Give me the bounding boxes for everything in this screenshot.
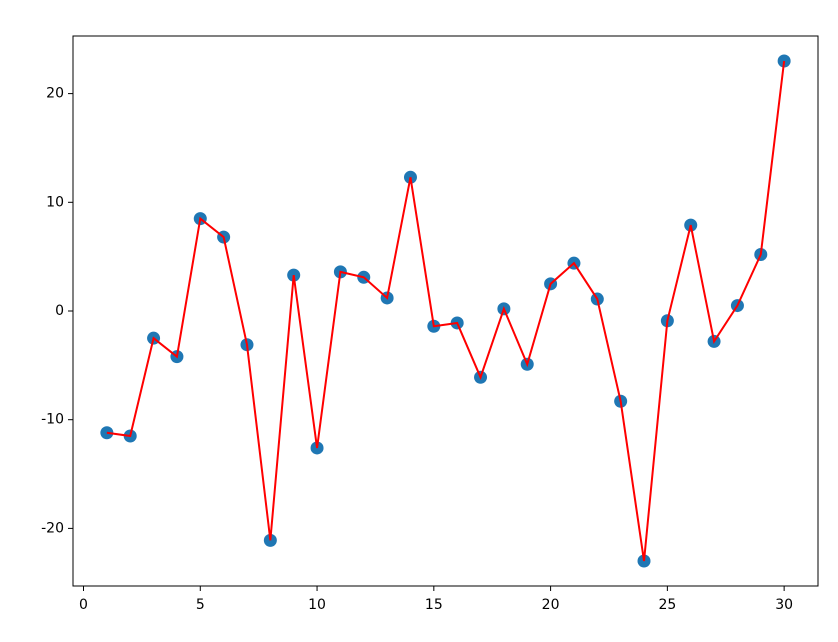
- x-tick-label: 30: [775, 597, 793, 613]
- x-tick-label: 0: [79, 597, 88, 613]
- x-tick-label: 15: [425, 597, 443, 613]
- y-tick-label: 10: [46, 194, 64, 210]
- x-tick-label: 25: [658, 597, 676, 613]
- y-tick-label: -10: [41, 412, 64, 428]
- x-tick-label: 20: [542, 597, 560, 613]
- line: [106, 60, 786, 562]
- x-tick-label: 10: [308, 597, 326, 613]
- x-tick-label: 5: [196, 597, 205, 613]
- y-tick-label: -20: [41, 520, 64, 536]
- plot-frame: [72, 35, 819, 587]
- y-tick-label: 0: [55, 303, 64, 319]
- y-tick-label: 20: [46, 86, 64, 102]
